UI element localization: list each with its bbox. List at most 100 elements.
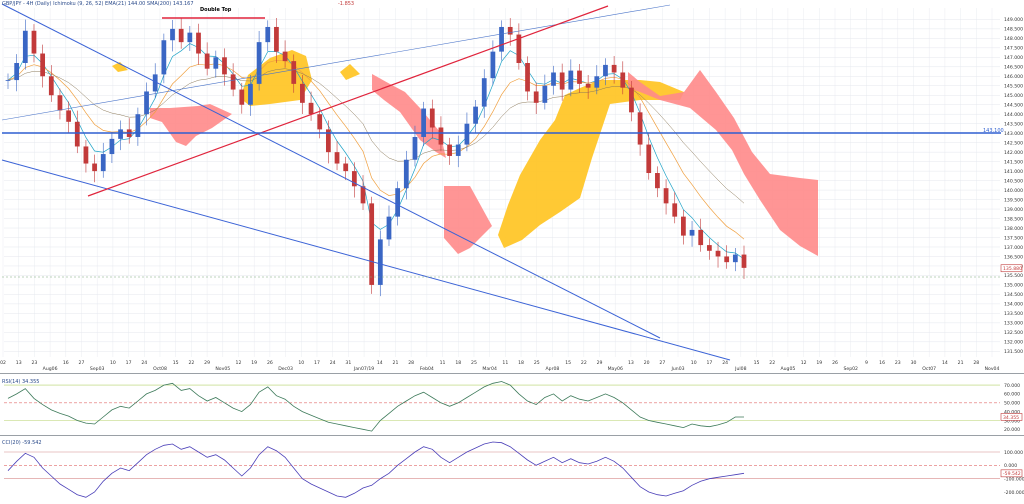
candle-body xyxy=(490,51,496,79)
time-tick-label: 22 xyxy=(188,360,194,366)
candle-body xyxy=(360,186,366,204)
price-tick-label: 142.500 xyxy=(1004,140,1023,146)
price-tick-label: 141.500 xyxy=(1004,159,1023,165)
candle-body xyxy=(204,53,210,69)
candle-body xyxy=(178,28,184,43)
time-tick-label: 10 xyxy=(691,360,697,366)
candle-body xyxy=(377,239,383,285)
candle-body xyxy=(92,163,97,172)
kumo-bear-segment xyxy=(150,104,232,146)
time-tick-label: 27 xyxy=(79,360,85,366)
price-tick-label: 132.000 xyxy=(1004,340,1023,346)
candle-body xyxy=(637,112,643,145)
time-tick-label: 25 xyxy=(534,360,540,366)
rsi-panel: 70.000 60.000 50.000 40.000 30.000 20.000 34.3… xyxy=(4,381,1023,433)
time-tick-label: 21 xyxy=(393,360,399,366)
price-tick-label: 146.500 xyxy=(1004,65,1023,71)
time-tick-label: 18 xyxy=(455,360,461,366)
candle-body xyxy=(170,28,175,41)
time-tick-label: 15 xyxy=(173,360,179,366)
candle-body xyxy=(551,72,556,86)
candle-body xyxy=(369,203,375,285)
candle-body xyxy=(499,26,504,52)
candle-body xyxy=(66,110,71,122)
candle-body xyxy=(568,70,574,90)
last-price-box xyxy=(1000,264,1023,273)
time-tick-label: Apr08 xyxy=(546,366,560,372)
trendline-blue-upper xyxy=(1,3,661,339)
time-tick-label: 17 xyxy=(314,360,320,366)
price-tick-label: 134.500 xyxy=(1004,292,1023,298)
price-tick-label: 132.500 xyxy=(1004,330,1023,336)
candle-body xyxy=(22,30,28,64)
candle-body xyxy=(594,76,600,88)
kumo-bull-segment xyxy=(112,62,128,72)
time-tick-label: Jun03 xyxy=(671,366,685,372)
time-tick-label: 16 xyxy=(879,360,885,366)
candle-body xyxy=(274,26,279,52)
candle-body xyxy=(715,250,721,257)
price-tick-label: 147.500 xyxy=(1004,46,1023,52)
kumo-bear-segment xyxy=(628,70,818,256)
trendline-blue-lower xyxy=(1,159,731,361)
rsi-line xyxy=(7,381,744,432)
price-tick-label: 133.000 xyxy=(1004,321,1023,327)
cci-tick-label: -200.000 xyxy=(1004,490,1024,496)
price-tick-label: 147.000 xyxy=(1004,55,1023,61)
time-tick-label: Aug05 xyxy=(781,366,796,372)
time-tick-label: 24 xyxy=(722,360,728,366)
rsi-tick-label: 70.000 xyxy=(1004,383,1020,389)
price-tick-label: 143.000 xyxy=(1004,131,1023,137)
kumo-bear-segment xyxy=(372,74,446,158)
time-tick-label: 27 xyxy=(659,360,665,366)
time-tick-label: 19 xyxy=(816,360,822,366)
candle-body xyxy=(689,229,695,236)
candle-body xyxy=(533,91,539,103)
candle-body xyxy=(248,83,253,105)
price-tick-label: 141.000 xyxy=(1004,169,1023,175)
time-tick-label: 24 xyxy=(330,360,336,366)
price-tick-label: 149.000 xyxy=(1004,17,1023,23)
candle-body xyxy=(525,63,530,92)
candle-body xyxy=(473,106,478,124)
price-tick-label: 145.500 xyxy=(1004,84,1023,90)
rsi-tick-label: 30.000 xyxy=(1004,418,1020,424)
candle-body xyxy=(48,76,54,96)
rsi-last-box xyxy=(1000,413,1023,421)
time-tick-label: Nov05 xyxy=(215,366,230,372)
candle-body xyxy=(585,83,591,88)
time-axis: 02 13 23 Aug06 16 27 Sep03 10 17 24 Oct08 15 22 29 Nov… xyxy=(0,360,999,372)
time-tick-label: Oct08 xyxy=(153,366,167,372)
time-tick-label: 23 xyxy=(31,360,37,366)
candle-body xyxy=(395,188,401,217)
time-tick-label: 22 xyxy=(769,360,775,366)
trendlines xyxy=(1,3,1001,361)
price-tick-label: 140.000 xyxy=(1004,188,1023,194)
price-tick-label: 144.000 xyxy=(1004,112,1023,118)
candle-body xyxy=(109,138,115,155)
candle-body xyxy=(83,146,89,164)
kumo-bull-segment xyxy=(340,64,360,80)
candle-body xyxy=(222,57,227,75)
time-tick-label: 19 xyxy=(251,360,257,366)
time-tick-label: 24 xyxy=(141,360,147,366)
time-tick-label: 02 xyxy=(0,360,6,366)
candle-body xyxy=(317,114,323,130)
candle-body xyxy=(230,74,236,90)
time-tick-label: 31 xyxy=(345,360,351,366)
cci-tick-label: 100.000 xyxy=(1004,450,1023,456)
price-tick-label: 143.500 xyxy=(1004,122,1023,128)
candle-body xyxy=(351,171,357,187)
candle-body xyxy=(256,42,262,84)
cci-line xyxy=(7,441,745,498)
time-tick-label: 21 xyxy=(958,360,964,366)
time-tick-label: 15 xyxy=(754,360,760,366)
cci-tick-label: -100.000 xyxy=(1004,476,1024,482)
candle-body xyxy=(135,114,141,137)
time-tick-label: Mar04 xyxy=(482,366,497,372)
time-tick-label: 9 xyxy=(865,360,868,366)
candle-body xyxy=(343,163,349,172)
candle-body xyxy=(724,256,730,263)
candle-body xyxy=(40,53,46,77)
main-legend: GBP/JPY - 4H (Daily) Ichimoku (9, 26, 52… xyxy=(2,1,194,7)
